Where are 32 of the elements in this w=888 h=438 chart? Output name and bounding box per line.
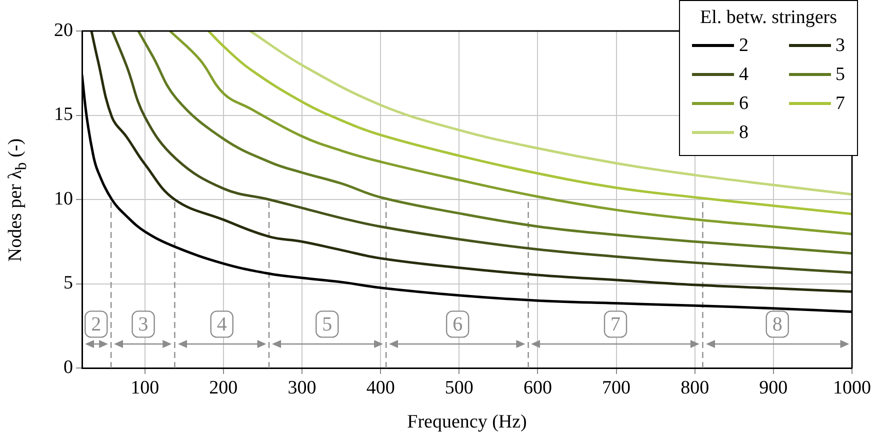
x-tick-label: 400 bbox=[366, 377, 395, 398]
y-tick-label: 15 bbox=[54, 104, 73, 126]
x-tick-label: 200 bbox=[209, 377, 238, 398]
annotation: 4 bbox=[216, 313, 227, 336]
x-tick-label: 100 bbox=[130, 377, 160, 398]
annotation: 2 bbox=[91, 313, 102, 336]
x-tick-label: 600 bbox=[523, 377, 552, 398]
annotation: 7 bbox=[610, 313, 620, 336]
legend-label: 6 bbox=[739, 92, 748, 114]
y-tick-label: 0 bbox=[64, 356, 73, 378]
legend-title: El. betw. stringers bbox=[698, 7, 838, 29]
y-tick-label: 5 bbox=[64, 272, 73, 294]
legend-label: 2 bbox=[739, 34, 748, 56]
x-tick-label: 300 bbox=[288, 377, 316, 398]
y-tick-label: 10 bbox=[54, 188, 73, 210]
x-tick-label: 700 bbox=[602, 377, 631, 398]
annotation: 6 bbox=[452, 313, 463, 336]
annotation: 3 bbox=[138, 313, 148, 336]
x-tick-label: 500 bbox=[444, 377, 474, 398]
x-axis-title: Frequency (Hz) bbox=[407, 412, 527, 433]
legend-label: 3 bbox=[836, 34, 845, 56]
line-series bbox=[248, 31, 852, 196]
legend-label: 8 bbox=[739, 122, 748, 144]
legend-label: 7 bbox=[836, 92, 845, 114]
x-tick-label: 900 bbox=[759, 377, 788, 398]
annotation: 5 bbox=[322, 313, 332, 336]
y-tick-label: 20 bbox=[54, 20, 73, 41]
legend-label: 5 bbox=[836, 64, 845, 86]
annotation: 8 bbox=[772, 313, 782, 336]
x-tick-label: 800 bbox=[680, 377, 710, 398]
legend-label: 4 bbox=[739, 64, 748, 86]
x-tick-label: 1000 bbox=[833, 377, 871, 398]
